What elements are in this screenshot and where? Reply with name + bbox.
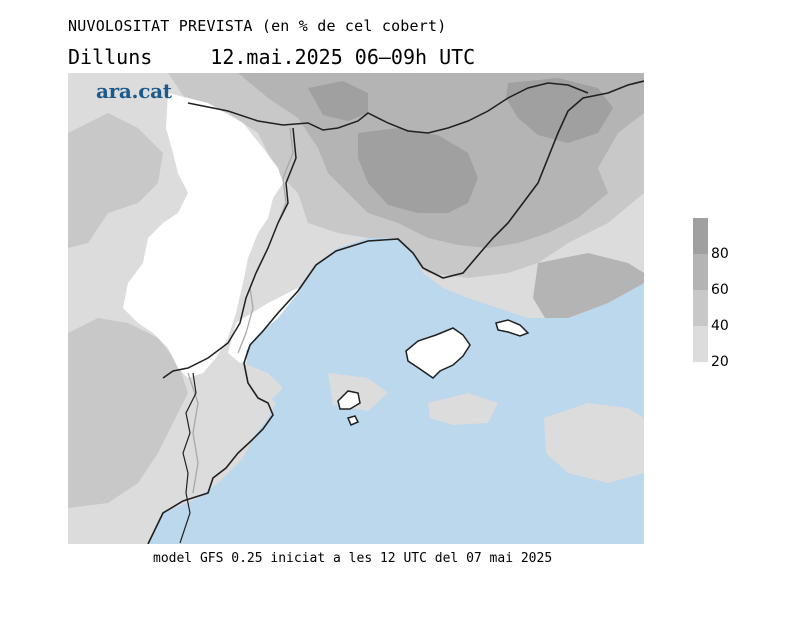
legend-label-60: 60	[711, 282, 729, 298]
cloud-zone-40-60-west	[68, 113, 163, 248]
legend-swatch-40	[693, 290, 708, 326]
cloud-zone-80-100-ne	[506, 78, 613, 143]
cloud-patch-sea-2	[544, 403, 644, 483]
country-border	[187, 82, 589, 134]
map-subtitle: Dilluns 12.mai.2025 06–09h UTC	[68, 45, 475, 69]
legend-swatch-60	[693, 254, 708, 290]
forecast-datetime: 12.mai.2025 06–09h UTC	[210, 45, 476, 69]
clear-sky-area	[123, 93, 283, 378]
region-border-south	[187, 372, 199, 494]
legend-swatch-80	[693, 218, 708, 254]
ara-cat-logo[interactable]: ara.cat	[96, 79, 172, 103]
island-mallorca	[405, 327, 471, 379]
cloud-cover-map	[68, 73, 644, 544]
island-eivissa	[337, 390, 361, 410]
coastline	[147, 80, 644, 544]
model-info: model GFS 0.25 iniciat a les 12 UTC del …	[153, 551, 553, 566]
cloud-zone-80-100-pyrenees	[308, 81, 368, 121]
forecast-day: Dilluns	[68, 45, 153, 69]
cloud-patch-sea-1	[428, 393, 498, 425]
legend-label-40: 40	[711, 318, 729, 334]
legend-swatch-20	[693, 326, 708, 362]
island-menorca	[495, 319, 530, 337]
legend-label-20: 20	[711, 354, 729, 370]
province-border-2	[179, 372, 197, 544]
cloud-patch-sea-4	[243, 363, 283, 403]
sea	[148, 238, 644, 544]
province-border	[162, 127, 297, 379]
cloud-zone-40-60-sw	[68, 318, 188, 508]
legend-label-80: 80	[711, 246, 729, 262]
map-title: NUVOLOSITAT PREVISTA (en % de cel cobert…	[68, 17, 447, 35]
island-formentera	[346, 415, 360, 426]
cloud-zone-80-100	[358, 128, 478, 213]
